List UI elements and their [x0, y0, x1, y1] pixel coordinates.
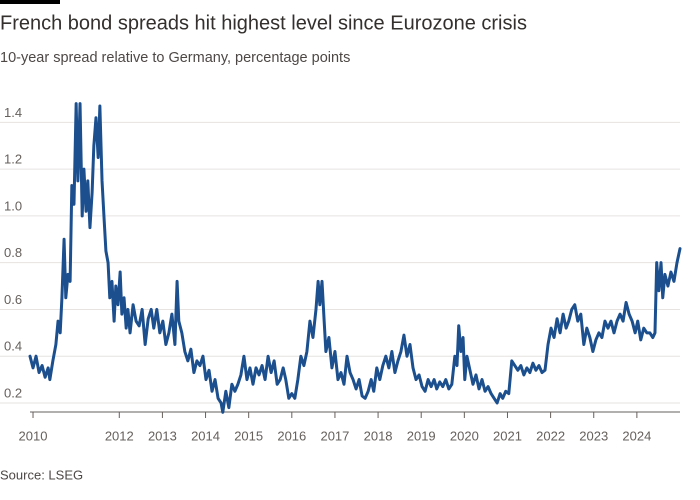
y-tick-label: 1.0	[4, 198, 22, 213]
x-tick-label: 2017	[320, 428, 349, 443]
source-note: Source: LSEG	[0, 467, 83, 482]
y-tick-label: 0.4	[4, 339, 22, 354]
x-tick-label: 2023	[579, 428, 608, 443]
x-tick-label: 2018	[364, 428, 393, 443]
y-tick-label: 1.4	[4, 105, 22, 120]
x-tick-label: 2021	[493, 428, 522, 443]
x-tick-label: 2016	[277, 428, 306, 443]
chart-title: French bond spreads hit highest level si…	[0, 12, 527, 34]
y-tick-label: 1.2	[4, 152, 22, 167]
x-tick-label: 2015	[234, 428, 263, 443]
x-tick-label: 2014	[191, 428, 220, 443]
x-tick-label: 2019	[407, 428, 436, 443]
x-tick-label: 2022	[536, 428, 565, 443]
x-tick-label: 2013	[148, 428, 177, 443]
x-tick-label: 2024	[622, 428, 651, 443]
brand-bar	[0, 0, 60, 4]
x-tick-label: 2012	[105, 428, 134, 443]
spread-line	[28, 102, 682, 414]
y-tick-label: 0.2	[4, 385, 22, 400]
y-tick-label: 0.8	[4, 245, 22, 260]
chart-subtitle: 10-year spread relative to Germany, perc…	[0, 50, 350, 66]
x-tick-label: 2020	[450, 428, 479, 443]
x-tick-label: 2010	[19, 428, 48, 443]
y-tick-label: 0.6	[4, 292, 22, 307]
